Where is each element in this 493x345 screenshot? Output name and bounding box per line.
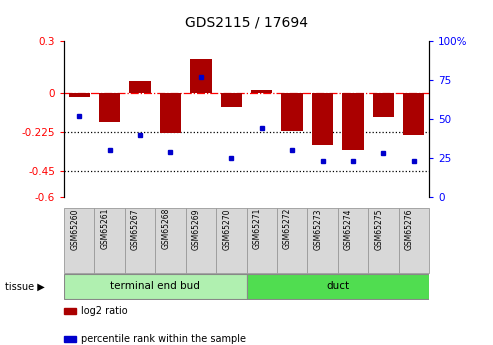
Bar bbox=[216, 208, 246, 273]
Text: GSM65261: GSM65261 bbox=[101, 208, 109, 249]
Bar bbox=[282, 93, 303, 131]
Bar bbox=[221, 93, 242, 107]
Bar bbox=[373, 93, 394, 117]
Bar bbox=[307, 208, 338, 273]
Text: tissue ▶: tissue ▶ bbox=[5, 282, 45, 291]
Bar bbox=[338, 208, 368, 273]
Bar bbox=[99, 93, 120, 122]
Text: GSM65274: GSM65274 bbox=[344, 208, 353, 249]
Bar bbox=[277, 208, 307, 273]
Bar bbox=[64, 274, 246, 299]
Bar bbox=[398, 208, 429, 273]
Text: terminal end bud: terminal end bud bbox=[110, 282, 200, 291]
Text: duct: duct bbox=[326, 282, 349, 291]
Bar bbox=[190, 59, 211, 93]
Bar bbox=[312, 93, 333, 145]
Text: GSM65276: GSM65276 bbox=[405, 208, 414, 249]
Bar bbox=[125, 208, 155, 273]
Bar bbox=[342, 93, 363, 150]
Text: GSM65269: GSM65269 bbox=[192, 208, 201, 249]
Bar bbox=[403, 93, 424, 135]
Text: GSM65271: GSM65271 bbox=[253, 208, 262, 249]
Text: log2 ratio: log2 ratio bbox=[81, 306, 128, 316]
Text: GSM65268: GSM65268 bbox=[162, 208, 171, 249]
Bar bbox=[69, 93, 90, 97]
Bar bbox=[64, 208, 95, 273]
Text: GSM65270: GSM65270 bbox=[222, 208, 231, 249]
Text: GSM65273: GSM65273 bbox=[314, 208, 322, 249]
Bar bbox=[95, 208, 125, 273]
Bar bbox=[186, 208, 216, 273]
Bar bbox=[368, 208, 398, 273]
Text: GSM65275: GSM65275 bbox=[374, 208, 384, 249]
Bar bbox=[160, 93, 181, 133]
Text: GSM65260: GSM65260 bbox=[70, 208, 79, 249]
Text: GDS2115 / 17694: GDS2115 / 17694 bbox=[185, 16, 308, 30]
Bar bbox=[251, 90, 272, 93]
Bar bbox=[246, 208, 277, 273]
Bar bbox=[130, 81, 151, 93]
Text: GSM65267: GSM65267 bbox=[131, 208, 140, 249]
Text: GSM65272: GSM65272 bbox=[283, 208, 292, 249]
Bar bbox=[155, 208, 186, 273]
Bar bbox=[246, 274, 429, 299]
Text: percentile rank within the sample: percentile rank within the sample bbox=[81, 334, 246, 344]
